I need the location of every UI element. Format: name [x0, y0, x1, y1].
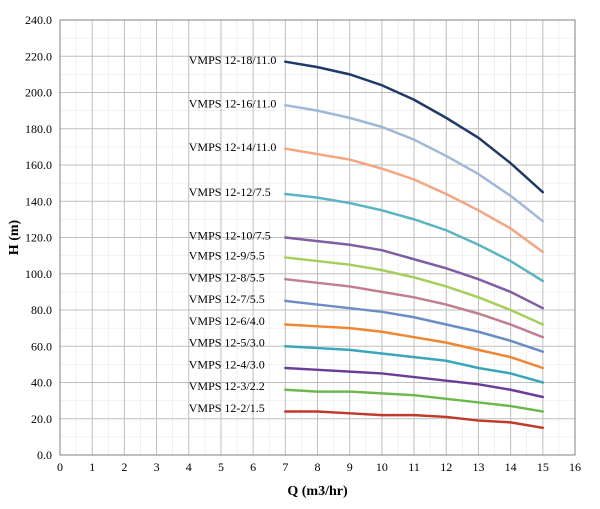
series-label: VMPS 12-8/5.5 — [189, 270, 265, 284]
series-label: VMPS 12-9/5.5 — [189, 249, 265, 263]
x-tick-label: 3 — [154, 460, 160, 474]
y-tick-label: 80.0 — [31, 303, 52, 317]
series-label: VMPS 12-18/11.0 — [189, 53, 277, 67]
x-tick-label: 16 — [569, 460, 581, 474]
x-tick-label: 5 — [218, 460, 224, 474]
x-tick-label: 0 — [57, 460, 63, 474]
y-tick-label: 60.0 — [31, 339, 52, 353]
x-tick-label: 1 — [89, 460, 95, 474]
x-tick-label: 13 — [472, 460, 484, 474]
pump-curve-chart: VMPS 12-18/11.0 VMPS 12-16/11.0 VMPS 12-14… — [0, 0, 600, 509]
x-tick-label: 14 — [505, 460, 517, 474]
y-tick-label: 200.0 — [25, 86, 52, 100]
x-tick-label: 7 — [282, 460, 288, 474]
y-tick-label: 140.0 — [25, 194, 52, 208]
y-tick-label: 20.0 — [31, 412, 52, 426]
x-tick-label: 4 — [186, 460, 192, 474]
x-axis-label: Q (m3/hr) — [287, 484, 348, 499]
series-label: VMPS 12-5/3.0 — [189, 336, 265, 350]
series-label: VMPS 12-7/5.5 — [189, 292, 265, 306]
x-tick-label: 12 — [440, 460, 452, 474]
series-label: VMPS 12-12/7.5 — [189, 185, 271, 199]
series-label: VMPS 12-16/11.0 — [189, 96, 277, 110]
series-label: VMPS 12-6/4.0 — [189, 314, 265, 328]
x-tick-label: 15 — [537, 460, 549, 474]
y-tick-label: 0.0 — [37, 448, 52, 462]
y-tick-label: 160.0 — [25, 158, 52, 172]
x-tick-label: 11 — [408, 460, 420, 474]
y-tick-label: 40.0 — [31, 376, 52, 390]
y-tick-label: 220.0 — [25, 49, 52, 63]
y-tick-label: 240.0 — [25, 13, 52, 27]
series-labels: VMPS 12-18/11.0 VMPS 12-16/11.0 VMPS 12-14… — [189, 53, 277, 415]
series-label: VMPS 12-14/11.0 — [189, 140, 277, 154]
x-tick-label: 2 — [121, 460, 127, 474]
series-label: VMPS 12-3/2.2 — [189, 379, 265, 393]
y-tick-label: 100.0 — [25, 267, 52, 281]
y-tick-label: 120.0 — [25, 231, 52, 245]
y-axis-label: H (m) — [7, 219, 22, 255]
x-tick-label: 9 — [347, 460, 353, 474]
series-label: VMPS 12-4/3.0 — [189, 357, 265, 371]
x-tick-label: 6 — [250, 460, 256, 474]
series-label: VMPS 12-2/1.5 — [189, 401, 265, 415]
x-tick-label: 10 — [376, 460, 388, 474]
y-tick-label: 180.0 — [25, 122, 52, 136]
series-label: VMPS 12-10/7.5 — [189, 229, 271, 243]
chart-svg: VMPS 12-18/11.0 VMPS 12-16/11.0 VMPS 12-14… — [0, 0, 600, 509]
x-tick-label: 8 — [315, 460, 321, 474]
